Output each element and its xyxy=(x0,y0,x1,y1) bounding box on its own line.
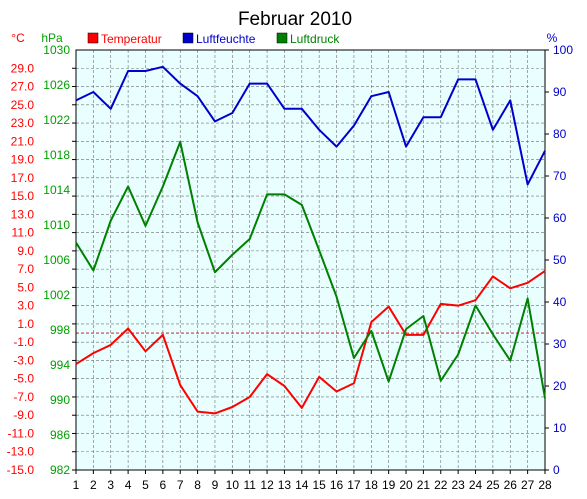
pressure-tick-label: 1006 xyxy=(43,253,70,267)
temperature-unit-label: °C xyxy=(11,31,25,45)
temperature-tick-label: -7.0 xyxy=(13,390,34,404)
temperature-tick-label: 27.0 xyxy=(11,80,35,94)
x-tick-label: 21 xyxy=(417,478,431,492)
pressure-tick-label: 994 xyxy=(50,358,70,372)
temperature-tick-label: -11.0 xyxy=(8,426,35,440)
temperature-tick-label: 21.0 xyxy=(11,134,35,148)
x-tick-label: 18 xyxy=(365,478,379,492)
temperature-tick-label: 5.0 xyxy=(17,280,34,294)
series-line-temperatur xyxy=(75,270,546,415)
pressure-tick-label: 1030 xyxy=(43,43,70,57)
humidity-tick-label: 60 xyxy=(553,211,567,225)
legend-swatch-luftdruck xyxy=(276,32,288,44)
humidity-tick-label: 10 xyxy=(553,421,567,435)
x-tick-label: 13 xyxy=(278,478,292,492)
pressure-tick-label: 1014 xyxy=(43,183,70,197)
legend: Temperatur Luftfeuchte Luftdruck xyxy=(87,32,340,46)
pressure-tick-label: 1018 xyxy=(43,148,70,162)
temperature-tick-label: 29.0 xyxy=(11,61,35,75)
temperature-tick-label: -9.0 xyxy=(13,408,34,422)
chart-title: Februar 2010 xyxy=(238,9,352,30)
x-tick-label: 6 xyxy=(160,478,167,492)
x-tick-label: 22 xyxy=(434,478,448,492)
temperature-tick-label: -3.0 xyxy=(13,353,34,367)
temperature-tick-label: -1.0 xyxy=(13,335,34,349)
humidity-tick-label: 0 xyxy=(553,463,560,477)
temperature-tick-label: 13.0 xyxy=(11,207,35,221)
temperature-tick-label: 23.0 xyxy=(11,116,35,130)
x-tick-label: 24 xyxy=(469,478,483,492)
x-tick-label: 12 xyxy=(260,478,274,492)
x-tick-label: 9 xyxy=(212,478,219,492)
temperature-tick-label: 19.0 xyxy=(11,153,35,167)
x-tick-label: 8 xyxy=(194,478,201,492)
temperature-tick-label: -13.0 xyxy=(7,445,35,459)
humidity-unit-label: % xyxy=(547,31,558,45)
humidity-tick-label: 90 xyxy=(553,85,567,99)
x-tick-label: 28 xyxy=(538,478,552,492)
x-tick-label: 7 xyxy=(177,478,184,492)
legend-label-luftfeuchte: Luftfeuchte xyxy=(196,32,256,46)
x-tick-label: 1 xyxy=(73,478,80,492)
x-tick-label: 14 xyxy=(295,478,309,492)
pressure-tick-label: 1010 xyxy=(43,218,70,232)
x-tick-label: 26 xyxy=(504,478,518,492)
x-tick-label: 4 xyxy=(125,478,132,492)
humidity-tick-label: 50 xyxy=(553,253,567,267)
pressure-tick-label: 982 xyxy=(50,463,70,477)
pressure-tick-label: 998 xyxy=(50,323,70,337)
legend-swatch-temperatur xyxy=(87,32,99,44)
temperature-tick-label: 11.0 xyxy=(12,226,35,240)
legend-label-luftdruck: Luftdruck xyxy=(290,32,340,46)
x-tick-label: 2 xyxy=(90,478,97,492)
x-tick-label: 20 xyxy=(399,478,413,492)
humidity-tick-label: 40 xyxy=(553,295,567,309)
series xyxy=(75,65,546,415)
pressure-tick-label: 990 xyxy=(50,393,70,407)
humidity-tick-label: 100 xyxy=(553,43,573,57)
x-tick-label: 5 xyxy=(142,478,149,492)
temperature-tick-label: -5.0 xyxy=(13,372,34,386)
series-line-luftdruck xyxy=(75,140,546,399)
temperature-tick-label: 25.0 xyxy=(11,98,35,112)
temperature-tick-label: 7.0 xyxy=(17,262,34,276)
legend-swatch-luftfeuchte xyxy=(182,32,194,44)
temperature-tick-label: 1.0 xyxy=(17,317,34,331)
x-tick-label: 19 xyxy=(382,478,396,492)
x-tick-label: 17 xyxy=(347,478,361,492)
pressure-unit-label: hPa xyxy=(41,31,63,45)
temperature-tick-label: 15.0 xyxy=(11,189,35,203)
humidity-tick-label: 80 xyxy=(553,127,567,141)
temperature-tick-label: -15.0 xyxy=(7,463,35,477)
temperature-tick-label: 3.0 xyxy=(17,299,34,313)
temperature-tick-label: 9.0 xyxy=(17,244,34,258)
pressure-tick-label: 1022 xyxy=(43,113,70,127)
x-tick-label: 27 xyxy=(521,478,535,492)
pressure-tick-label: 1002 xyxy=(43,288,70,302)
humidity-tick-label: 20 xyxy=(553,379,567,393)
pressure-tick-label: 986 xyxy=(50,428,70,442)
plot-area xyxy=(76,50,545,470)
humidity-tick-label: 70 xyxy=(553,169,567,183)
x-tick-label: 11 xyxy=(243,478,256,492)
x-tick-label: 23 xyxy=(451,478,465,492)
x-tick-label: 3 xyxy=(107,478,114,492)
x-tick-label: 25 xyxy=(486,478,500,492)
legend-label-temperatur: Temperatur xyxy=(101,32,162,46)
temperature-tick-label: 17.0 xyxy=(11,171,35,185)
x-tick-label: 16 xyxy=(330,478,344,492)
grid xyxy=(76,50,545,470)
humidity-tick-label: 30 xyxy=(553,337,567,351)
pressure-tick-label: 1026 xyxy=(43,78,70,92)
series-line-luftfeuchte xyxy=(75,65,546,186)
x-tick-label: 15 xyxy=(313,478,327,492)
axes: 1 2 3 4 5 6 7 8 9 10 11 12 13 14 15 16 17 18 19 20 21 22 23 24 2… xyxy=(7,43,574,492)
x-tick-label: 10 xyxy=(226,478,240,492)
